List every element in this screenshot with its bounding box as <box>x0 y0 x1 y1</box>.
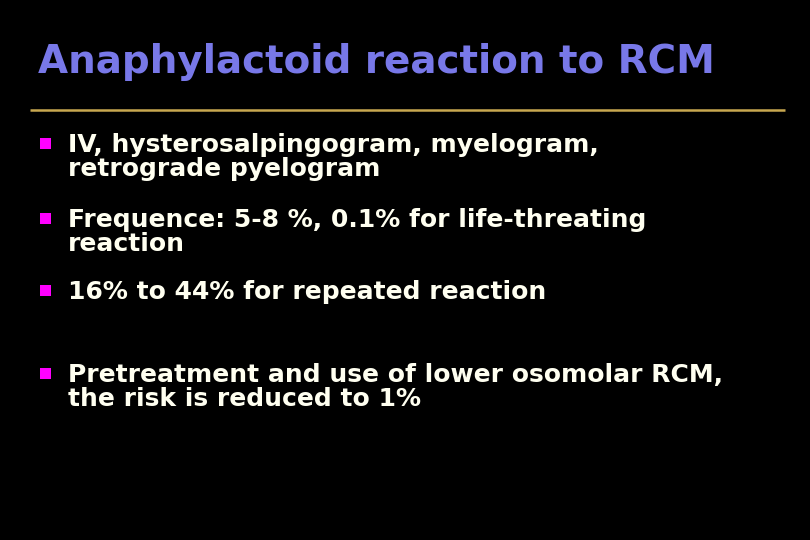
Bar <box>40 213 51 224</box>
Text: 16% to 44% for repeated reaction: 16% to 44% for repeated reaction <box>68 280 546 304</box>
Text: retrograde pyelogram: retrograde pyelogram <box>68 157 381 181</box>
Text: Anaphylactoid reaction to RCM: Anaphylactoid reaction to RCM <box>38 43 715 81</box>
Bar <box>40 368 51 379</box>
Text: IV, hysterosalpingogram, myelogram,: IV, hysterosalpingogram, myelogram, <box>68 133 599 157</box>
Text: Frequence: 5-8 %, 0.1% for life-threating: Frequence: 5-8 %, 0.1% for life-threatin… <box>68 208 646 232</box>
Text: the risk is reduced to 1%: the risk is reduced to 1% <box>68 387 421 411</box>
Bar <box>40 285 51 296</box>
Text: reaction: reaction <box>68 232 185 256</box>
Bar <box>40 138 51 149</box>
Text: Pretreatment and use of lower osomolar RCM,: Pretreatment and use of lower osomolar R… <box>68 363 723 387</box>
